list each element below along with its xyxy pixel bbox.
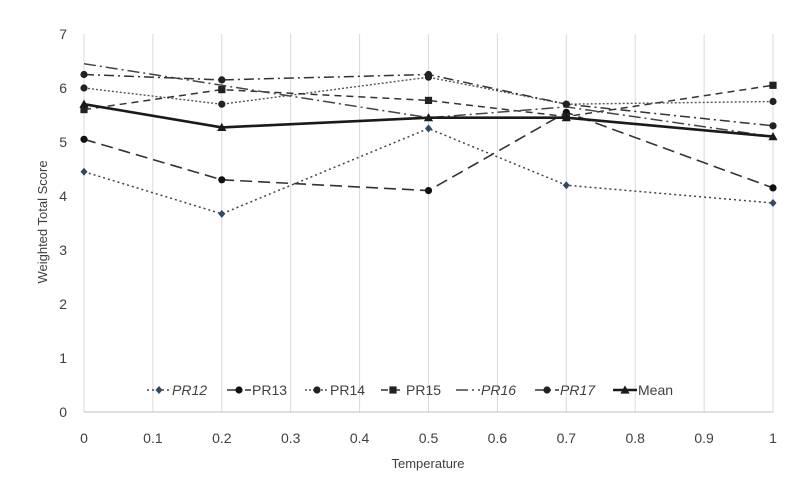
x-tick-label: 0.5 xyxy=(419,430,439,446)
x-tick-label: 0.4 xyxy=(350,430,370,446)
series-line-pr16 xyxy=(83,62,774,138)
legend-item-pr16: PR16 xyxy=(456,382,516,398)
x-tick-label: 0.6 xyxy=(488,430,508,446)
y-tick-label: 0 xyxy=(59,404,67,420)
y-tick-label: 2 xyxy=(59,296,67,312)
legend-label-pr13: PR13 xyxy=(252,382,287,398)
legend-label-pr16: PR16 xyxy=(481,382,516,398)
data-point-mean xyxy=(561,113,571,122)
legend-item-pr13: PR13 xyxy=(227,382,287,398)
legend-marker-pr14 xyxy=(313,386,321,394)
legend-marker-pr12 xyxy=(155,386,163,394)
legend-item-pr12: PR12 xyxy=(147,382,207,398)
series-mean xyxy=(79,99,778,141)
data-point-pr15 xyxy=(80,106,88,114)
x-tick-label: 0.9 xyxy=(694,430,714,446)
data-point-pr17 xyxy=(424,70,433,79)
data-point-pr14 xyxy=(769,97,777,106)
series-line-pr14 xyxy=(83,76,774,105)
data-point-pr15 xyxy=(218,86,226,94)
x-tick-label: 0.1 xyxy=(143,430,163,446)
data-point-pr14 xyxy=(80,84,88,92)
legend-label-pr12: PR12 xyxy=(172,382,207,398)
legend-marker-pr15 xyxy=(389,386,397,394)
data-point-pr13 xyxy=(80,135,88,143)
series-pr13 xyxy=(80,108,777,195)
legend-marker-pr17 xyxy=(543,386,551,394)
legend-item-pr17: PR17 xyxy=(535,382,596,398)
legend-label-pr17: PR17 xyxy=(560,382,596,398)
data-point-pr12 xyxy=(562,181,570,190)
data-point-mean xyxy=(217,122,227,132)
x-tick-label: 0 xyxy=(80,430,88,446)
data-point-pr12 xyxy=(425,124,432,133)
data-point-pr13 xyxy=(218,176,226,184)
data-point-mean xyxy=(79,99,89,108)
x-tick-label: 0.7 xyxy=(557,430,577,446)
data-point-pr17 xyxy=(769,122,777,130)
series-pr16 xyxy=(83,62,774,138)
x-tick-label: 1 xyxy=(769,430,777,446)
data-point-pr12 xyxy=(80,167,88,176)
legend-label-pr15: PR15 xyxy=(406,382,441,398)
data-point-mean xyxy=(423,113,434,122)
data-point-pr15 xyxy=(424,96,433,105)
series-line-pr15 xyxy=(83,84,774,118)
data-point-pr17 xyxy=(562,100,570,108)
series-pr17 xyxy=(80,70,777,130)
legend-label-mean: Mean xyxy=(638,382,673,398)
y-tick-label: 4 xyxy=(59,188,67,204)
legend-marker-mean xyxy=(620,385,630,394)
y-tick-label: 3 xyxy=(59,242,67,258)
y-tick-label: 7 xyxy=(59,26,67,42)
data-point-pr13 xyxy=(424,187,433,195)
y-tick-label: 6 xyxy=(59,80,67,96)
legend-label-pr14: PR14 xyxy=(330,382,365,398)
y-tick-label: 5 xyxy=(59,134,67,150)
data-point-pr14 xyxy=(218,100,226,108)
x-tick-label: 0.3 xyxy=(281,430,301,446)
data-point-pr12 xyxy=(769,199,777,208)
data-point-pr17 xyxy=(80,70,88,79)
legend-item-mean: Mean xyxy=(613,382,673,398)
data-point-pr12 xyxy=(218,209,226,218)
y-axis-title: Weighted Total Score xyxy=(35,160,50,283)
data-point-pr13 xyxy=(769,184,777,192)
series-pr12 xyxy=(80,124,777,218)
legend-item-pr14: PR14 xyxy=(305,382,365,398)
y-tick-label: 1 xyxy=(59,350,67,366)
legend-marker-pr13 xyxy=(235,386,243,394)
x-tick-label: 0.2 xyxy=(212,430,232,446)
data-point-mean xyxy=(768,132,778,141)
x-tick-label: 0.8 xyxy=(625,430,645,446)
data-point-pr17 xyxy=(218,76,226,84)
data-point-pr15 xyxy=(769,81,777,89)
series-line-pr12 xyxy=(83,127,774,215)
legend-item-pr15: PR15 xyxy=(381,382,441,398)
x-axis-title: Temperature xyxy=(392,456,465,471)
